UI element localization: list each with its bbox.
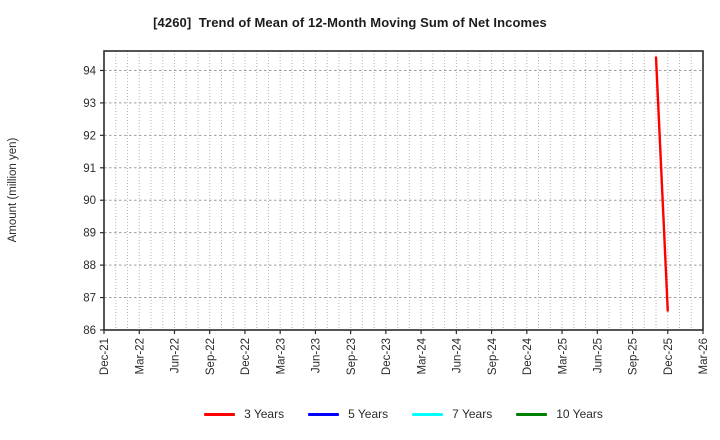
x-tick-label: Mar-26 (698, 338, 710, 374)
x-tick-label: Dec-24 (522, 337, 534, 375)
x-tick-label: Mar-24 (416, 337, 428, 374)
x-tick-label: Dec-25 (663, 338, 675, 375)
legend-label-7-years: 7 Years (452, 407, 493, 421)
x-tick-label: Dec-23 (381, 338, 393, 375)
x-tick-label: Jun-24 (452, 337, 464, 373)
x-tick-label: Sep-25 (628, 338, 640, 375)
y-tick-label: 89 (83, 228, 96, 240)
x-tick-label: Mar-22 (134, 338, 146, 374)
legend: 3 Years 5 Years 7 Years 10 Years (104, 402, 703, 426)
y-tick-label: 86 (83, 325, 96, 337)
x-tick-label: Dec-21 (99, 338, 111, 375)
y-tick-label: 93 (83, 98, 96, 110)
x-tick-label: Mar-25 (557, 338, 569, 374)
legend-line-5-years-icon (308, 412, 340, 416)
x-tick-label: Jun-22 (170, 338, 182, 373)
plot-border (103, 50, 704, 331)
legend-line-10-years-icon (516, 412, 548, 416)
x-tick-label: Jun-25 (592, 338, 604, 373)
legend-item-7-years: 7 Years (412, 407, 492, 421)
y-tick-label: 94 (83, 65, 96, 77)
y-tick-label: 90 (83, 195, 96, 207)
x-tick-label: Sep-23 (346, 338, 358, 375)
legend-item-5-years: 5 Years (308, 407, 388, 421)
legend-label-5-years: 5 Years (348, 407, 389, 421)
legend-line-7-years-icon (412, 412, 444, 416)
legend-label-3-years: 3 Years (244, 407, 285, 421)
x-tick-label: Sep-24 (487, 337, 499, 375)
x-tick-label: Dec-22 (240, 338, 252, 375)
x-tick-label: Sep-22 (205, 338, 217, 375)
legend-line-3-years-icon (204, 412, 236, 416)
y-tick-label: 91 (83, 163, 96, 175)
series-line (654, 56, 669, 312)
y-tick-label: 88 (83, 260, 96, 272)
y-tick-label: 92 (83, 130, 96, 142)
legend-item-3-years: 3 Years (204, 407, 284, 421)
legend-label-10-years: 10 Years (556, 407, 603, 421)
chart-title: [4260] Trend of Mean of 12-Month Moving … (153, 15, 547, 30)
x-tick-label: Jun-23 (311, 338, 323, 373)
x-tick-label: Mar-23 (275, 338, 287, 374)
y-tick-label: 87 (83, 293, 96, 305)
legend-item-10-years: 10 Years (516, 407, 603, 421)
